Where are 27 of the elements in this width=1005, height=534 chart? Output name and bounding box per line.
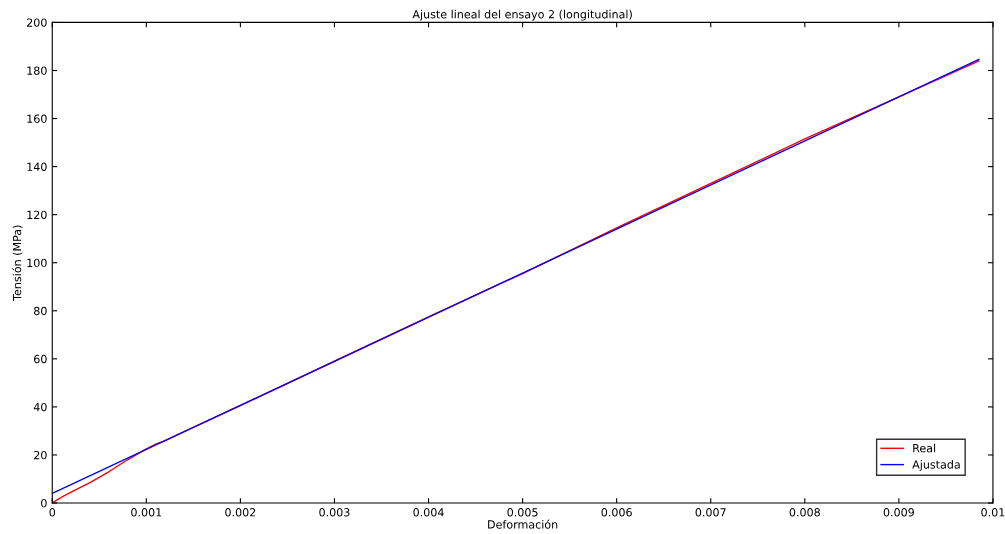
y-tick-label: 40: [33, 402, 47, 412]
y-tick-label: 60: [34, 354, 47, 364]
x-tick-label: 0.003: [319, 508, 350, 517]
y-tick-label: 120: [27, 210, 47, 220]
y-tick-label: 20: [34, 450, 47, 460]
y-axis-title: Tensión (MPa): [12, 225, 23, 301]
y-tick-label: 80: [34, 306, 47, 316]
y-tick-label: 100: [27, 258, 47, 268]
x-axis-title: Deformación: [488, 519, 558, 529]
x-tick-label: 0.006: [601, 508, 632, 517]
y-tick-label: 160: [27, 114, 47, 123]
x-tick-label: 0.005: [507, 508, 538, 517]
x-tick-label: 0.004: [413, 508, 444, 517]
y-tick-label: 0: [41, 499, 47, 508]
x-tick-label: 0.002: [225, 508, 256, 517]
x-tick-label: 0: [49, 508, 56, 517]
x-tick-label: 0.007: [695, 508, 726, 517]
y-tick-label: 140: [27, 162, 47, 171]
legend-label: Ajustada: [912, 460, 960, 471]
y-tick-label: 180: [27, 66, 47, 75]
x-tick-label: 0.008: [789, 508, 820, 517]
y-tick-label: 200: [27, 18, 47, 27]
x-tick-label: 0.01: [981, 508, 1005, 517]
x-tick-label: 0.009: [883, 508, 914, 517]
legend-label: Real: [913, 443, 936, 453]
x-tick-label: 0.001: [131, 508, 162, 517]
chart-title: Ajuste lineal del ensayo 2 (longitudinal): [412, 9, 632, 21]
